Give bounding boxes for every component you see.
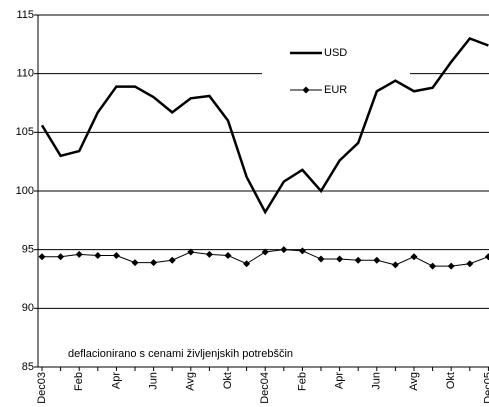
y-tick-label: 100 — [16, 185, 34, 197]
legend-label: USD — [324, 47, 347, 59]
marker — [150, 259, 158, 267]
marker — [224, 252, 232, 260]
x-tick-label: Avg — [185, 372, 197, 391]
legend-label: EUR — [324, 84, 347, 96]
legend-box — [262, 30, 410, 110]
marker — [38, 253, 46, 261]
x-tick-label: Apr — [110, 372, 122, 389]
x-tick-label: Feb — [73, 372, 85, 391]
x-tick-label: Apr — [334, 372, 346, 389]
marker — [317, 255, 325, 263]
marker — [112, 252, 120, 260]
series-line — [40, 36, 489, 215]
x-tick-label: Dec03 — [36, 372, 48, 404]
x-tick-label: Feb — [296, 372, 308, 391]
marker — [466, 260, 474, 268]
x-tick-label: Okt — [222, 372, 234, 389]
marker — [168, 256, 176, 264]
marker — [261, 248, 269, 256]
marker — [94, 252, 102, 260]
marker — [447, 262, 455, 270]
y-tick-label: 85 — [22, 361, 34, 373]
marker — [484, 253, 489, 261]
marker — [75, 250, 83, 258]
marker — [410, 253, 418, 261]
x-tick-label: Dec04 — [259, 372, 271, 404]
marker — [354, 256, 362, 264]
x-tick-label: Jun — [148, 372, 160, 390]
y-tick-label: 90 — [22, 302, 34, 314]
marker — [391, 261, 399, 269]
marker — [298, 247, 306, 255]
x-tick-label: Jun — [371, 372, 383, 390]
y-tick-label: 110 — [16, 68, 34, 80]
y-tick-label: 105 — [16, 126, 34, 138]
x-tick-label: Avg — [408, 372, 420, 391]
marker — [280, 246, 288, 254]
y-tick-label: 115 — [16, 9, 34, 21]
marker — [429, 262, 437, 270]
legend-marker — [302, 86, 310, 94]
marker — [187, 248, 195, 256]
marker — [57, 253, 65, 261]
marker — [373, 256, 381, 264]
x-tick-label: Okt — [445, 372, 457, 389]
x-tick-label: Dec05 — [482, 372, 489, 404]
annotation: deflacionirano s cenami življenjskih pot… — [68, 348, 293, 360]
marker — [205, 250, 213, 258]
marker — [131, 259, 139, 267]
y-tick-label: 95 — [22, 244, 34, 256]
marker — [336, 255, 344, 263]
marker — [243, 260, 251, 268]
